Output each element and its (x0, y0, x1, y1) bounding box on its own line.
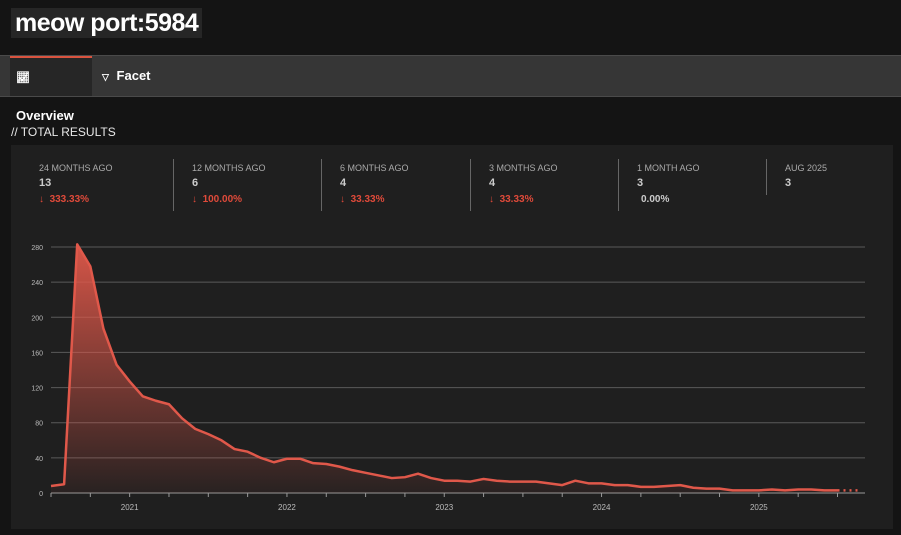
stat-label: 24 MONTHS AGO (39, 163, 113, 173)
stat-change: ↓ 33.33% (489, 194, 558, 205)
y-tick-label: 80 (35, 421, 43, 428)
x-tick-label: 2024 (593, 503, 611, 512)
x-tick-label: 2025 (750, 503, 768, 512)
page-title: meow port:5984 (11, 8, 203, 38)
stat-value: 13 (39, 177, 52, 189)
series-area (51, 244, 838, 493)
stat-value: 3 (785, 177, 792, 189)
stat-change: ↓ 333.33% (39, 194, 113, 205)
stat-value: 6 (192, 177, 199, 189)
stat-current-month: AUG 2025 3 (766, 159, 827, 195)
y-tick-label: 240 (31, 280, 43, 287)
stat-12-months: 12 MONTHS AGO 6 ↓ 100.00% (173, 159, 266, 211)
x-tick-label: 2022 (278, 503, 296, 512)
stat-3-months: 3 MONTHS AGO 4 ↓ 33.33% (470, 159, 558, 211)
x-tick-label: 2021 (121, 503, 139, 512)
chart-icon: 📈︎ (16, 72, 30, 84)
stat-change: ↓ 100.00% (192, 194, 266, 205)
stat-label: 6 MONTHS AGO (340, 163, 409, 173)
stat-6-months: 6 MONTHS AGO 4 ↓ 33.33% (321, 159, 409, 211)
y-tick-label: 160 (31, 350, 43, 357)
stat-label: 3 MONTHS AGO (489, 163, 558, 173)
stat-change-value: 100.00% (202, 194, 243, 205)
tab-label: Overview (16, 108, 74, 123)
arrow-down-icon: ↓ (192, 194, 197, 205)
stat-label: 12 MONTHS AGO (192, 163, 266, 173)
arrow-down-icon: ↓ (489, 194, 494, 205)
stat-label: 1 MONTH AGO (637, 163, 700, 173)
stat-change-value: 33.33% (499, 194, 534, 205)
tab-facet[interactable]: ▽ Facet (96, 56, 157, 96)
y-tick-label: 40 (35, 456, 43, 463)
stat-value: 4 (489, 177, 496, 189)
stat-value: 3 (637, 177, 644, 189)
stat-label: AUG 2025 (785, 163, 828, 173)
stat-change: ↓ 33.33% (340, 194, 409, 205)
y-tick-label: 0 (39, 491, 43, 498)
arrow-down-icon: ↓ (39, 194, 44, 205)
stat-change: 0.00% (641, 194, 670, 205)
stat-change-value: 333.33% (49, 194, 90, 205)
y-tick-label: 120 (31, 386, 43, 393)
stat-change-value: 33.33% (350, 194, 385, 205)
y-tick-label: 280 (31, 245, 43, 252)
arrow-down-icon: ↓ (340, 194, 345, 205)
section-title: // TOTAL RESULTS (11, 125, 116, 139)
stat-1-month: 1 MONTH AGO 3 0.00% (618, 159, 700, 211)
triangle-down-icon: ▽ (102, 72, 109, 82)
stat-24-months: 24 MONTHS AGO 13 ↓ 333.33% (21, 159, 113, 211)
stat-value: 4 (340, 177, 347, 189)
tab-overview[interactable]: 📈︎ Overview (10, 56, 92, 123)
tab-bar: 📈︎ Overview ▽ Facet (0, 55, 901, 123)
tab-label: Facet (116, 68, 151, 83)
x-tick-label: 2023 (435, 503, 453, 512)
y-tick-label: 200 (31, 315, 43, 322)
